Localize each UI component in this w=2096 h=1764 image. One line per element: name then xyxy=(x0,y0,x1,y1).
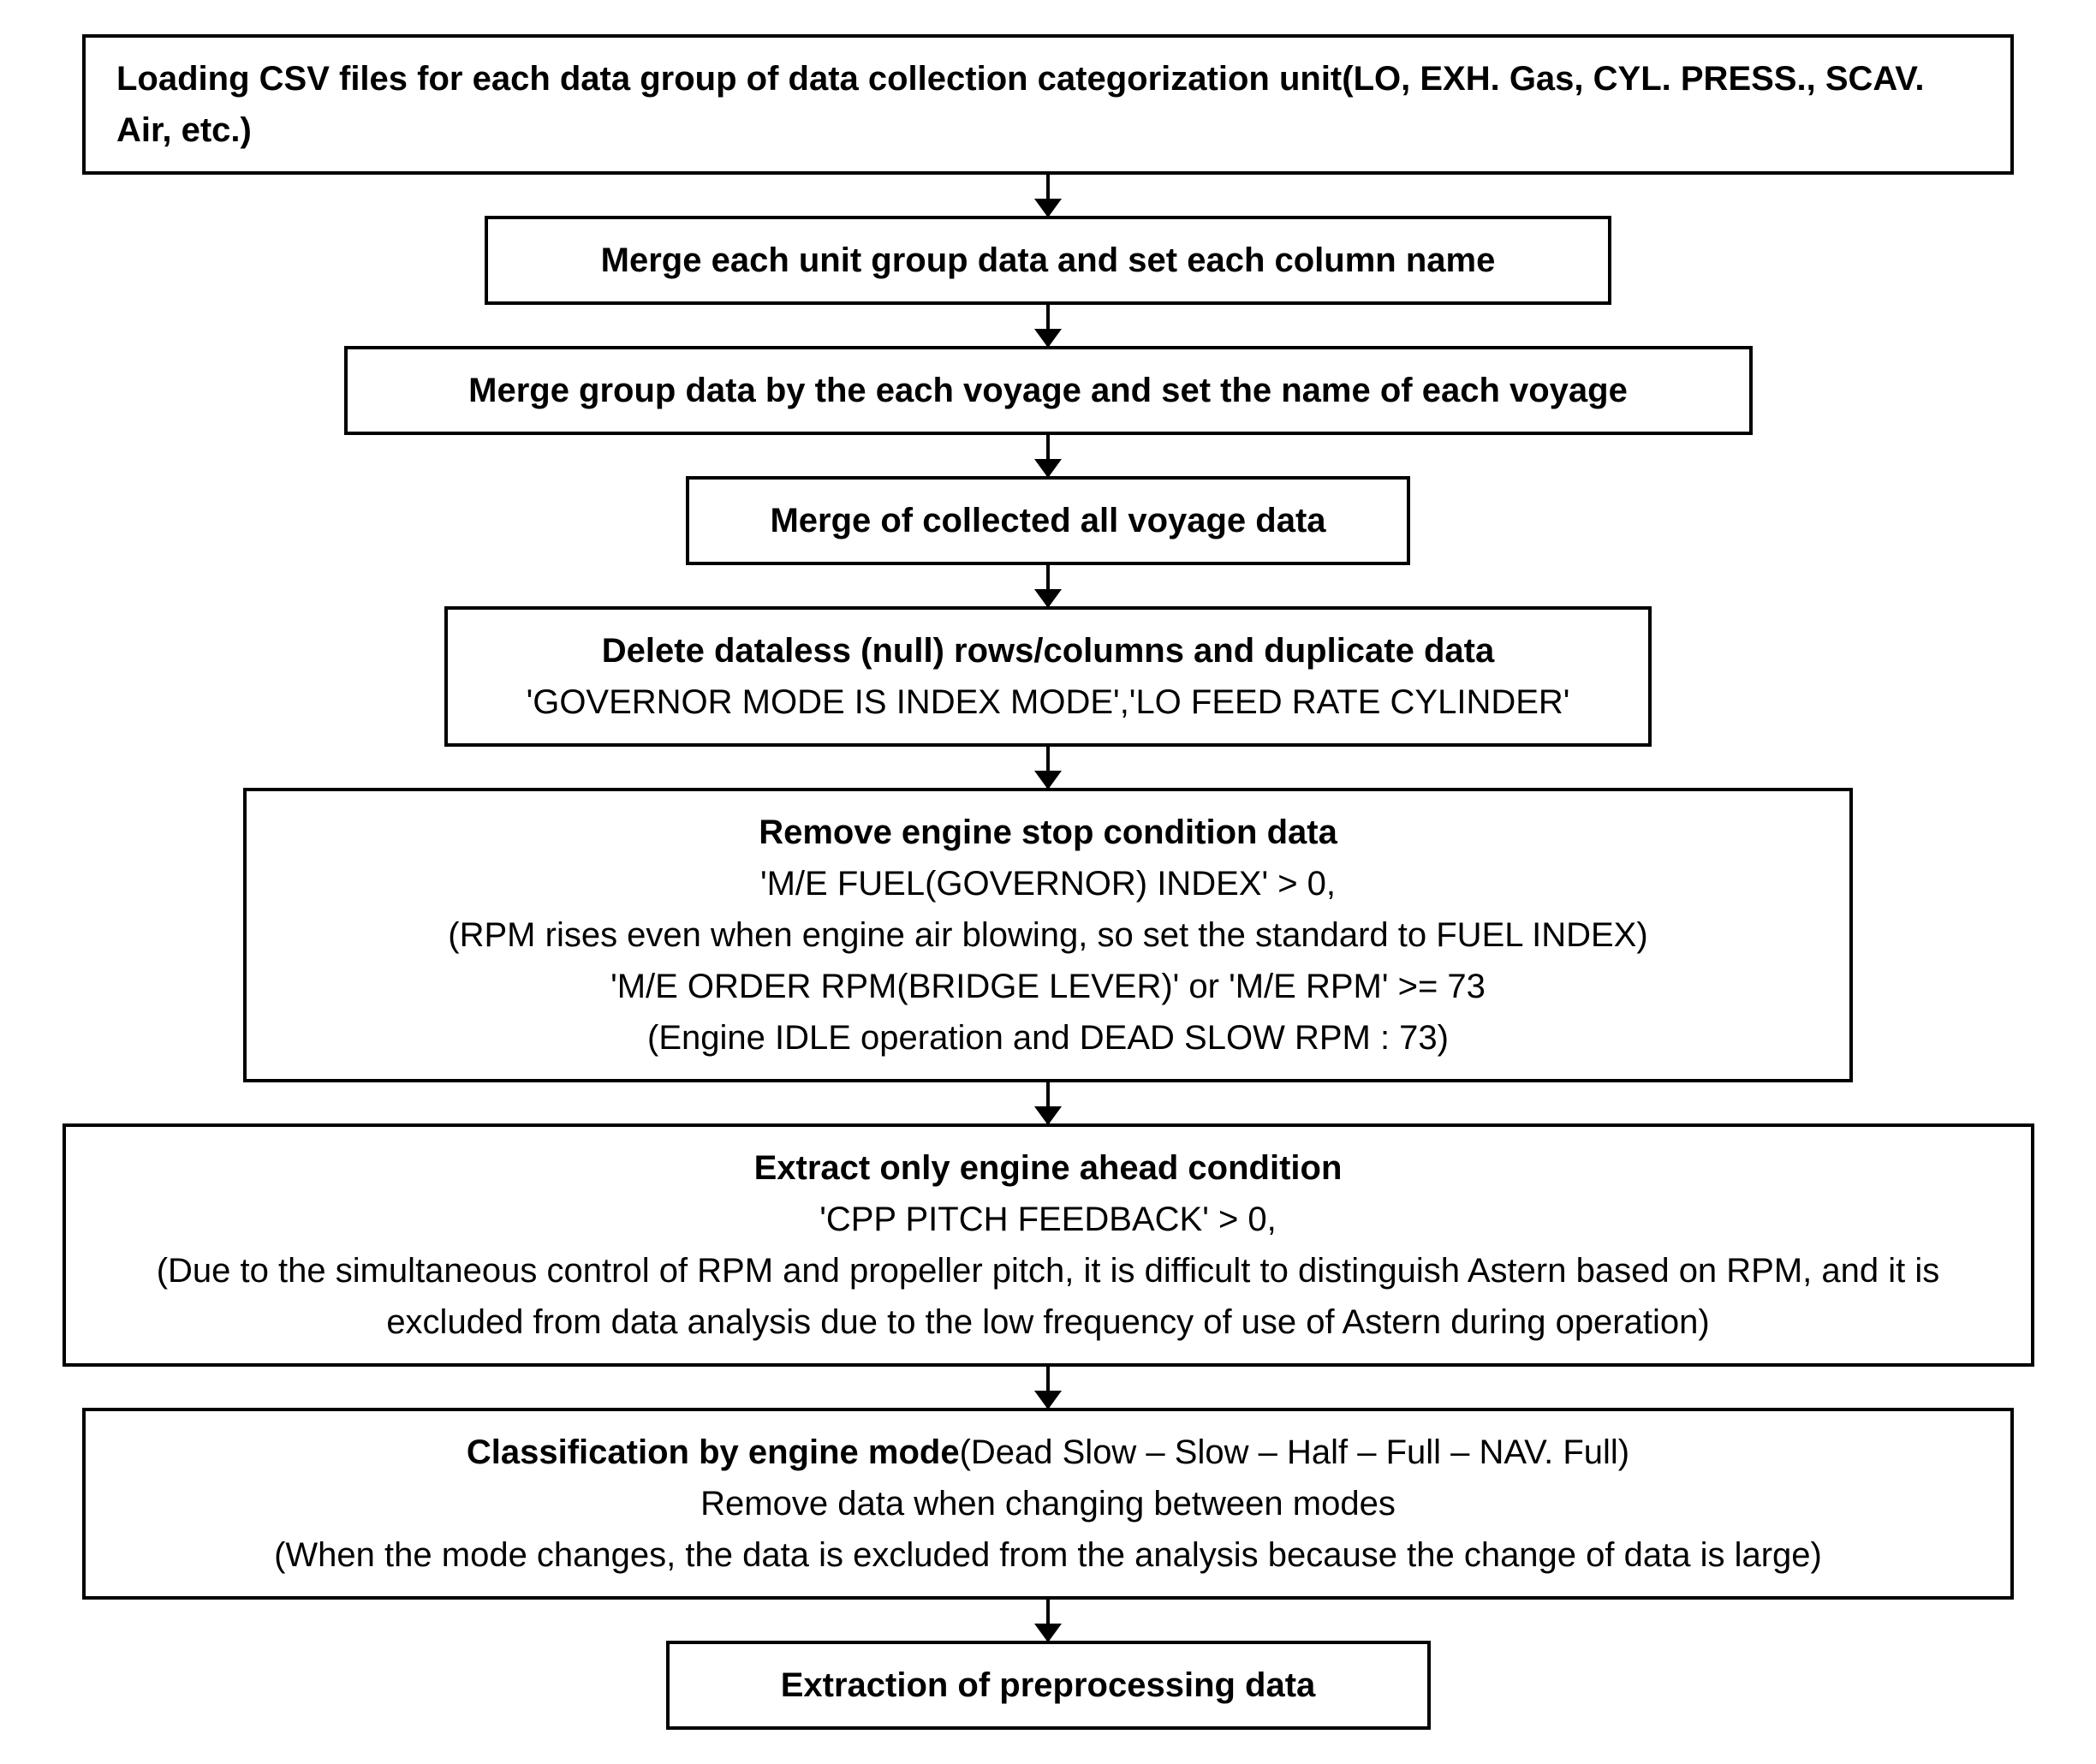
flowchart-arrow xyxy=(1046,565,1050,606)
flowchart-arrow xyxy=(1046,1367,1050,1408)
node-line: Loading CSV files for each data group of… xyxy=(116,53,1980,156)
flowchart-node-n2: Merge each unit group data and set each … xyxy=(485,216,1611,305)
flowchart-arrow xyxy=(1046,175,1050,216)
flowchart-node-n3: Merge group data by the each voyage and … xyxy=(344,346,1753,435)
flowchart-node-n7: Extract only engine ahead condition'CPP … xyxy=(63,1123,2034,1367)
node-line: (Due to the simultaneous control of RPM … xyxy=(97,1245,2000,1348)
flowchart-node-n9: Extraction of preprocessing data xyxy=(666,1641,1431,1730)
node-line-normal-suffix: (Dead Slow – Slow – Half – Full – NAV. F… xyxy=(960,1433,1630,1471)
node-line: Extract only engine ahead condition xyxy=(97,1142,2000,1194)
node-line: Merge each unit group data and set each … xyxy=(519,235,1577,286)
node-line-bold-prefix: Classification by engine mode xyxy=(467,1433,960,1471)
flowchart-arrow xyxy=(1046,1600,1050,1641)
node-line: (When the mode changes, the data is excl… xyxy=(116,1529,1980,1581)
flowchart-arrow xyxy=(1046,1082,1050,1123)
flowchart-node-n6: Remove engine stop condition data'M/E FU… xyxy=(243,788,1853,1082)
node-line: Merge group data by the each voyage and … xyxy=(378,365,1718,416)
node-line: Remove engine stop condition data xyxy=(277,807,1819,858)
node-line: Extraction of preprocessing data xyxy=(700,1660,1396,1711)
node-line: Remove data when changing between modes xyxy=(116,1478,1980,1529)
node-line: 'CPP PITCH FEEDBACK' > 0, xyxy=(97,1194,2000,1245)
node-line: 'M/E FUEL(GOVERNOR) INDEX' > 0, xyxy=(277,858,1819,909)
flowchart-node-n4: Merge of collected all voyage data xyxy=(686,476,1410,565)
flowchart-container: Loading CSV files for each data group of… xyxy=(42,34,2054,1730)
flowchart-node-n1: Loading CSV files for each data group of… xyxy=(82,34,2014,175)
flowchart-arrow xyxy=(1046,305,1050,346)
node-line: Merge of collected all voyage data xyxy=(720,495,1376,546)
node-line: Delete dataless (null) rows/columns and … xyxy=(479,625,1617,676)
node-line: (Engine IDLE operation and DEAD SLOW RPM… xyxy=(277,1012,1819,1064)
flowchart-arrow xyxy=(1046,435,1050,476)
node-line: (RPM rises even when engine air blowing,… xyxy=(277,909,1819,961)
node-line: Classification by engine mode(Dead Slow … xyxy=(116,1427,1980,1478)
node-line: 'GOVERNOR MODE IS INDEX MODE','LO FEED R… xyxy=(479,676,1617,728)
flowchart-node-n8: Classification by engine mode(Dead Slow … xyxy=(82,1408,2014,1600)
flowchart-node-n5: Delete dataless (null) rows/columns and … xyxy=(444,606,1652,747)
node-line: 'M/E ORDER RPM(BRIDGE LEVER)' or 'M/E RP… xyxy=(277,961,1819,1012)
flowchart-arrow xyxy=(1046,747,1050,788)
